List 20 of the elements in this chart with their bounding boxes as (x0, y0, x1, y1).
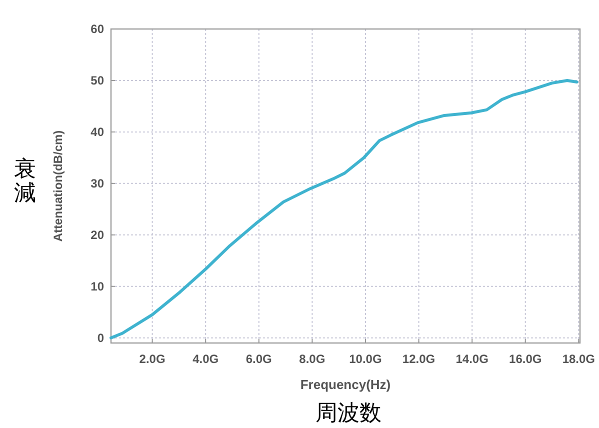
y-tick-label: 30 (90, 176, 104, 190)
x-tick-label: 4.0G (192, 352, 219, 366)
x-tick-label: 16.0G (509, 352, 542, 366)
annotation: 周波数 (316, 401, 382, 426)
y-tick-label: 0 (97, 330, 104, 345)
y-tick-label: 50 (90, 73, 104, 88)
x-tick-label: 14.0G (456, 352, 488, 366)
x-tick-label: 12.0G (402, 352, 436, 366)
annotation: 衰減 (14, 157, 36, 206)
y-tick-label: 20 (90, 228, 104, 242)
y-axis-title: Attenuation(dB/cm) (51, 130, 65, 242)
x-tick-label: 18.0G (562, 352, 596, 366)
x-tick-label: 2.0G (139, 352, 166, 366)
x-tick-label: 10.0G (349, 352, 382, 366)
x-tick-label: 8.0G (299, 352, 326, 366)
x-tick-label: 6.0G (246, 352, 272, 366)
x-axis-title: Frequency(Hz) (300, 377, 391, 392)
y-tick-label: 60 (90, 22, 104, 36)
y-tick-label: 40 (90, 124, 104, 139)
y-tick-label: 10 (90, 279, 104, 294)
